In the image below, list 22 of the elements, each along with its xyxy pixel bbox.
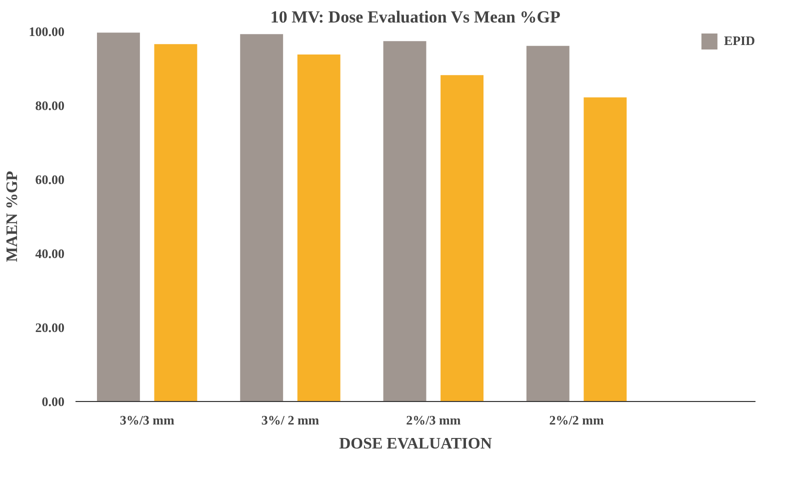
chart-title: 10 MV: Dose Evaluation Vs Mean %GP bbox=[270, 8, 560, 26]
legend-label: EPID bbox=[724, 33, 755, 49]
bar bbox=[526, 46, 570, 402]
bar bbox=[96, 32, 140, 402]
bar bbox=[154, 44, 198, 402]
y-tick-label: 60.00 bbox=[35, 172, 64, 187]
bar bbox=[584, 97, 627, 402]
x-tick-label: 3%/ 2 mm bbox=[261, 412, 320, 428]
x-tick-label: 2%/3 mm bbox=[406, 412, 461, 428]
bar bbox=[240, 34, 284, 402]
x-tick-label: 2%/2 mm bbox=[549, 412, 604, 428]
y-tick-label: 40.00 bbox=[35, 246, 64, 261]
y-axis-title: MAEN %GP bbox=[4, 170, 21, 262]
x-axis-title: DOSE EVALUATION bbox=[339, 436, 492, 452]
bar bbox=[383, 41, 426, 402]
bar bbox=[440, 75, 484, 402]
x-tick-label: 3%/3 mm bbox=[120, 412, 175, 428]
y-tick-label: 100.00 bbox=[28, 24, 64, 39]
y-tick-label: 20.00 bbox=[35, 320, 64, 335]
y-tick-label: 0.00 bbox=[42, 394, 64, 409]
bar bbox=[297, 54, 340, 402]
y-tick-label: 80.00 bbox=[35, 98, 64, 113]
